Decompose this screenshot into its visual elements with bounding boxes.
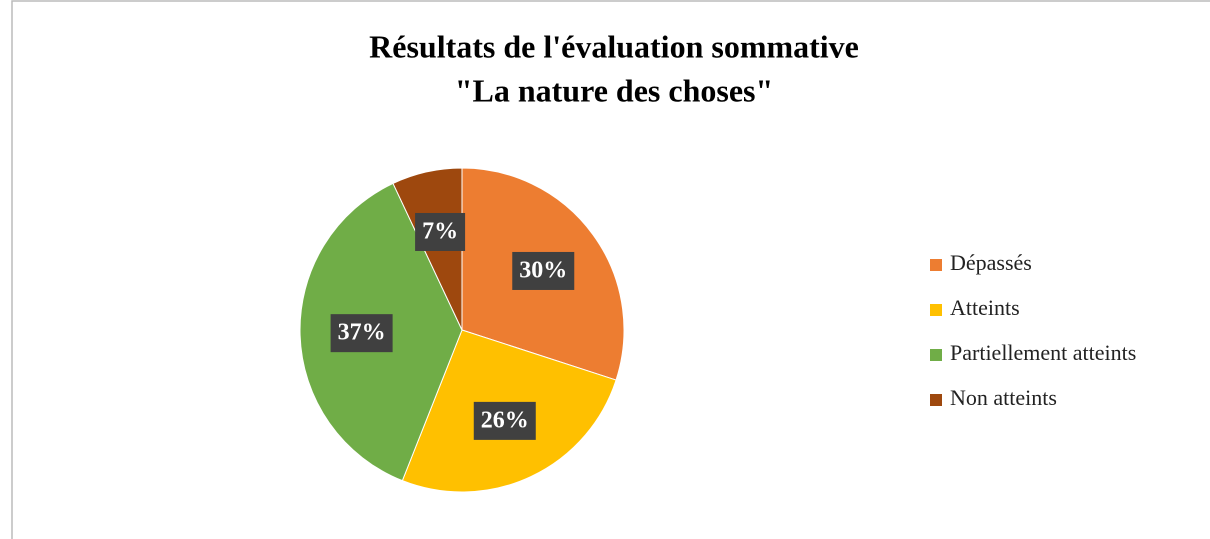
legend-label: Partiellement atteints [950, 340, 1136, 365]
value-label: 37% [338, 320, 386, 346]
chart-border [11, 0, 1210, 539]
value-label-box [330, 314, 393, 353]
legend-label: Atteints [950, 295, 1020, 320]
value-label-box [512, 251, 575, 290]
value-label: 30% [519, 257, 567, 283]
value-label-box [415, 212, 466, 251]
value-label: 7% [422, 218, 458, 244]
chart-title: Résultats de l'évaluation sommative [369, 28, 859, 64]
legend-swatch [930, 304, 942, 316]
legend-swatch [930, 349, 942, 361]
legend-label: Dépassés [950, 250, 1032, 275]
legend-swatch [930, 394, 942, 406]
legend-swatch [930, 259, 942, 271]
legend-label: Non atteints [950, 385, 1057, 410]
chart-title: "La nature des choses" [455, 72, 774, 108]
value-label-box [473, 401, 536, 440]
value-label: 26% [481, 407, 529, 433]
